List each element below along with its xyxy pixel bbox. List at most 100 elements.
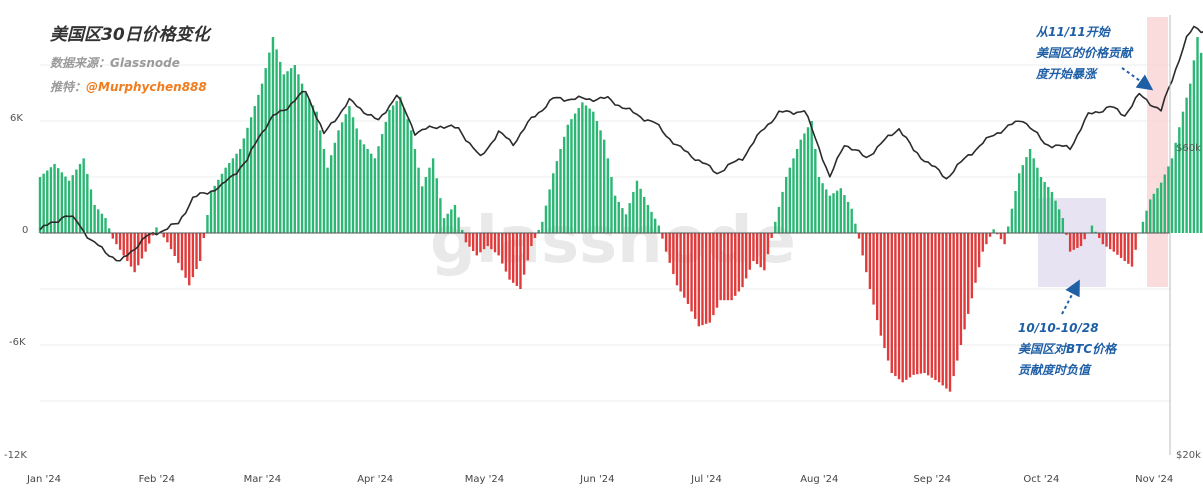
bar-positive [606,158,610,233]
bar-positive [1185,97,1188,233]
bar-negative [1123,233,1126,261]
bar-negative [952,233,955,377]
bar-negative [526,233,529,261]
y-tick-6k: 6K [10,113,23,124]
bar-positive [275,49,278,233]
bar-positive [577,107,580,233]
bar-positive [835,190,839,233]
bar-positive [355,128,358,233]
bar-positive [1047,186,1050,233]
bar-negative [530,233,533,247]
bar-negative [1098,233,1101,238]
bar-negative [981,233,984,252]
bar-positive [646,205,650,233]
x-tick-month: Feb '24 [139,474,175,485]
bar-positive [544,205,548,233]
bar-positive [810,121,813,233]
bar-positive [388,109,391,233]
bar-positive [573,113,577,233]
x-tick-month: Nov '24 [1135,474,1173,485]
bar-negative [923,233,926,373]
bar-positive [322,149,326,233]
bar-positive [1141,221,1145,233]
bar-positive [992,229,995,233]
annotation-bottom-line-1: 10/10-10/28 [1018,321,1099,335]
bar-positive [442,218,446,233]
bar-negative [770,233,773,238]
bar-negative [916,233,919,375]
bar-negative [173,233,176,257]
bar-positive [406,119,409,233]
bar-positive [75,169,78,233]
bar-positive [1061,218,1065,233]
bar-negative [934,233,937,380]
bar-negative [999,233,1003,240]
bar-negative [675,233,679,286]
bar-negative [1079,233,1083,247]
bar-negative [126,233,129,261]
bar-positive [839,188,842,233]
bar-negative [734,233,737,296]
bar-positive [1163,174,1166,233]
x-tick-month: Sep '24 [913,474,951,485]
bar-negative [169,233,173,250]
bar-positive [100,213,104,233]
bar-positive [1090,225,1094,233]
bar-positive [206,214,209,233]
bar-positive [319,130,322,233]
bar-negative [766,233,770,255]
bar-positive [264,68,267,233]
bar-negative [868,233,872,289]
bar-negative [883,233,886,349]
bar-negative [956,233,959,361]
bar-positive [653,218,657,233]
bar-negative [886,233,890,361]
header-block: 美国区30日价格变化 数据来源：Glassnode 推特：@Murphychen… [50,20,210,95]
annotation-bottom: 10/10-10/28 美国区对BTC价格 贡献度时负值 [1018,318,1116,381]
bar-positive [391,105,395,233]
bar-negative [475,233,478,256]
bar-negative [512,233,515,283]
bar-negative [1068,233,1072,252]
bar-positive [1094,231,1097,233]
bar-negative [683,233,686,298]
bar-positive [213,185,216,233]
bar-positive [632,191,635,233]
bar-negative [202,233,205,238]
bar-positive [846,201,850,233]
bar-positive [366,149,369,233]
bar-positive [340,122,344,233]
bar-positive [217,179,220,233]
bar-negative [479,233,482,253]
bar-positive [377,146,380,233]
bar-positive [49,167,53,233]
bar-negative [730,233,733,301]
bar-positive [239,149,242,233]
bar-positive [792,158,795,233]
bar-positive [457,217,460,233]
bar-positive [803,133,806,233]
bar-positive [231,158,235,233]
bar-positive [333,142,337,233]
bar-positive [850,208,853,233]
bar-negative [162,233,165,238]
bar-negative [1127,233,1130,264]
bar-positive [774,221,777,233]
bar-positive [610,177,613,233]
bar-positive [395,101,398,233]
bar-positive [613,195,617,233]
bar-negative [1003,233,1006,245]
bar-positive [57,168,60,233]
bar-negative [723,233,726,301]
bar-negative [701,233,704,326]
axis-layer: 6K 0 -6K -12K $60k $20k [4,15,1201,461]
bar-positive [1170,158,1174,233]
bar-positive [78,163,82,233]
bar-positive [53,163,56,233]
data-source-label: 数据来源：Glassnode [50,56,180,70]
annotation-top-line-1: 从11/11开始 [1036,25,1110,39]
bar-positive [537,229,540,233]
y-tick-minus-6k: -6K [9,337,26,348]
bar-negative [148,233,151,244]
